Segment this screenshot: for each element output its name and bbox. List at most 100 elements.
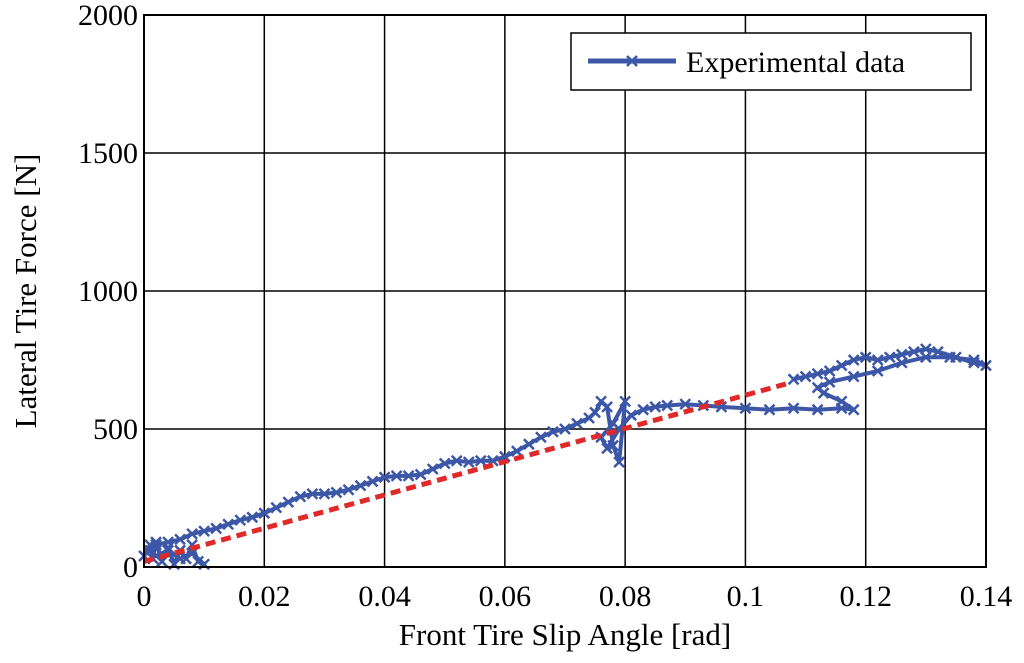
x-tick-label: 0 [137, 580, 152, 613]
data-point-marker [186, 547, 198, 560]
x-tick-label: 0.1 [727, 580, 765, 613]
data-point-marker [390, 470, 403, 482]
data-point-marker [270, 501, 283, 514]
data-point-marker [523, 438, 535, 451]
y-tick-label: 2000 [78, 0, 138, 32]
data-point-marker [258, 507, 271, 520]
data-point-marker [438, 457, 451, 470]
data-point-marker [174, 552, 186, 565]
data-point-marker [823, 376, 836, 388]
data-point-marker [318, 487, 331, 500]
data-point-marker [895, 348, 908, 361]
data-point-marker [498, 450, 511, 463]
data-point-marker [787, 402, 800, 415]
x-tick-label: 0.14 [960, 580, 1013, 613]
data-point-marker [414, 468, 427, 481]
data-point-marker [511, 445, 523, 457]
data-point-marker [234, 514, 247, 526]
series-layer [138, 343, 992, 571]
data-point-marker [811, 403, 824, 416]
legend: Experimental data [570, 32, 972, 91]
data-point-marker [222, 518, 235, 531]
data-point-marker [186, 527, 198, 540]
data-point-marker [402, 470, 415, 482]
data-point-marker [342, 483, 355, 496]
y-axis-label: Lateral Tire Force [N] [8, 154, 43, 429]
data-point-marker [282, 496, 295, 509]
data-point-marker [366, 475, 379, 488]
data-point-marker [649, 401, 662, 413]
data-point-marker [871, 354, 884, 366]
data-point-marker [198, 525, 211, 538]
data-point-marker [661, 399, 674, 412]
data-point-marker [162, 536, 174, 549]
data-point-marker [823, 365, 836, 377]
linear-fit-line [143, 381, 789, 564]
data-point-marker [601, 442, 613, 455]
data-point-marker [835, 359, 848, 372]
data-point-marker [950, 351, 962, 364]
data-point-marker [354, 479, 367, 492]
data-point-marker [835, 395, 848, 408]
data-point-marker [607, 439, 619, 452]
data-point-marker [547, 425, 559, 438]
data-point-marker [294, 490, 307, 503]
y-tick-label: 500 [93, 413, 138, 446]
experimental-data-line [142, 347, 988, 567]
plot-frame [143, 14, 987, 568]
data-point-marker [246, 511, 259, 524]
data-point-marker [847, 354, 860, 366]
data-point-marker [787, 373, 800, 386]
data-point-marker [559, 423, 571, 435]
x-tick-labels: 0 0.02 0.04 0.06 0.08 0.1 0.12 0.14 [137, 580, 1013, 613]
data-point-marker [619, 395, 632, 408]
data-point-marker [613, 456, 626, 469]
data-point-marker [739, 402, 752, 415]
data-point-marker [474, 454, 487, 467]
data-point-marker [919, 343, 932, 355]
data-point-marker [847, 370, 860, 383]
data-point-marker [968, 354, 980, 366]
data-point-marker [811, 367, 824, 380]
data-point-marker [426, 463, 439, 475]
y-tick-labels: 0 500 1000 1500 2000 [78, 0, 138, 584]
data-point-marker [859, 351, 872, 364]
data-point-marker [589, 406, 601, 419]
x-tick-label: 0.04 [358, 580, 411, 613]
legend-marker [626, 55, 638, 67]
data-point-marker [625, 409, 638, 422]
data-point-marker [378, 471, 391, 484]
data-point-marker [811, 381, 824, 394]
data-point-marker [907, 345, 920, 358]
experimental-data-series [138, 343, 992, 571]
data-point-marker [210, 522, 223, 535]
data-point-marker [306, 487, 319, 500]
data-point-marker [330, 486, 343, 499]
data-point-marker [150, 536, 162, 549]
data-point-marker [462, 456, 475, 469]
x-tick-label: 0.02 [238, 580, 291, 613]
data-point-marker [763, 403, 776, 416]
data-point-marker [932, 345, 944, 358]
data-point-marker [883, 351, 896, 364]
legend-label-experimental-data: Experimental data [686, 46, 905, 79]
data-point-marker [637, 403, 650, 416]
data-point-marker [150, 539, 162, 551]
data-point-marker [601, 401, 613, 413]
data-point-marker [174, 533, 186, 546]
data-point-marker [450, 454, 463, 467]
data-point-marker [968, 356, 980, 369]
y-tick-label: 1500 [78, 137, 138, 170]
data-point-marker [535, 431, 547, 444]
x-tick-label: 0.08 [599, 580, 652, 613]
data-point-marker [847, 403, 860, 416]
x-tick-label: 0.06 [479, 580, 532, 613]
legend-marker-x [626, 55, 638, 67]
x-axis-label: Front Tire Slip Angle [rad] [399, 617, 731, 652]
linear-fit-series [143, 381, 789, 564]
data-point-marker [679, 398, 692, 411]
y-tick-label: 0 [123, 551, 138, 584]
data-point-marker [192, 555, 205, 568]
